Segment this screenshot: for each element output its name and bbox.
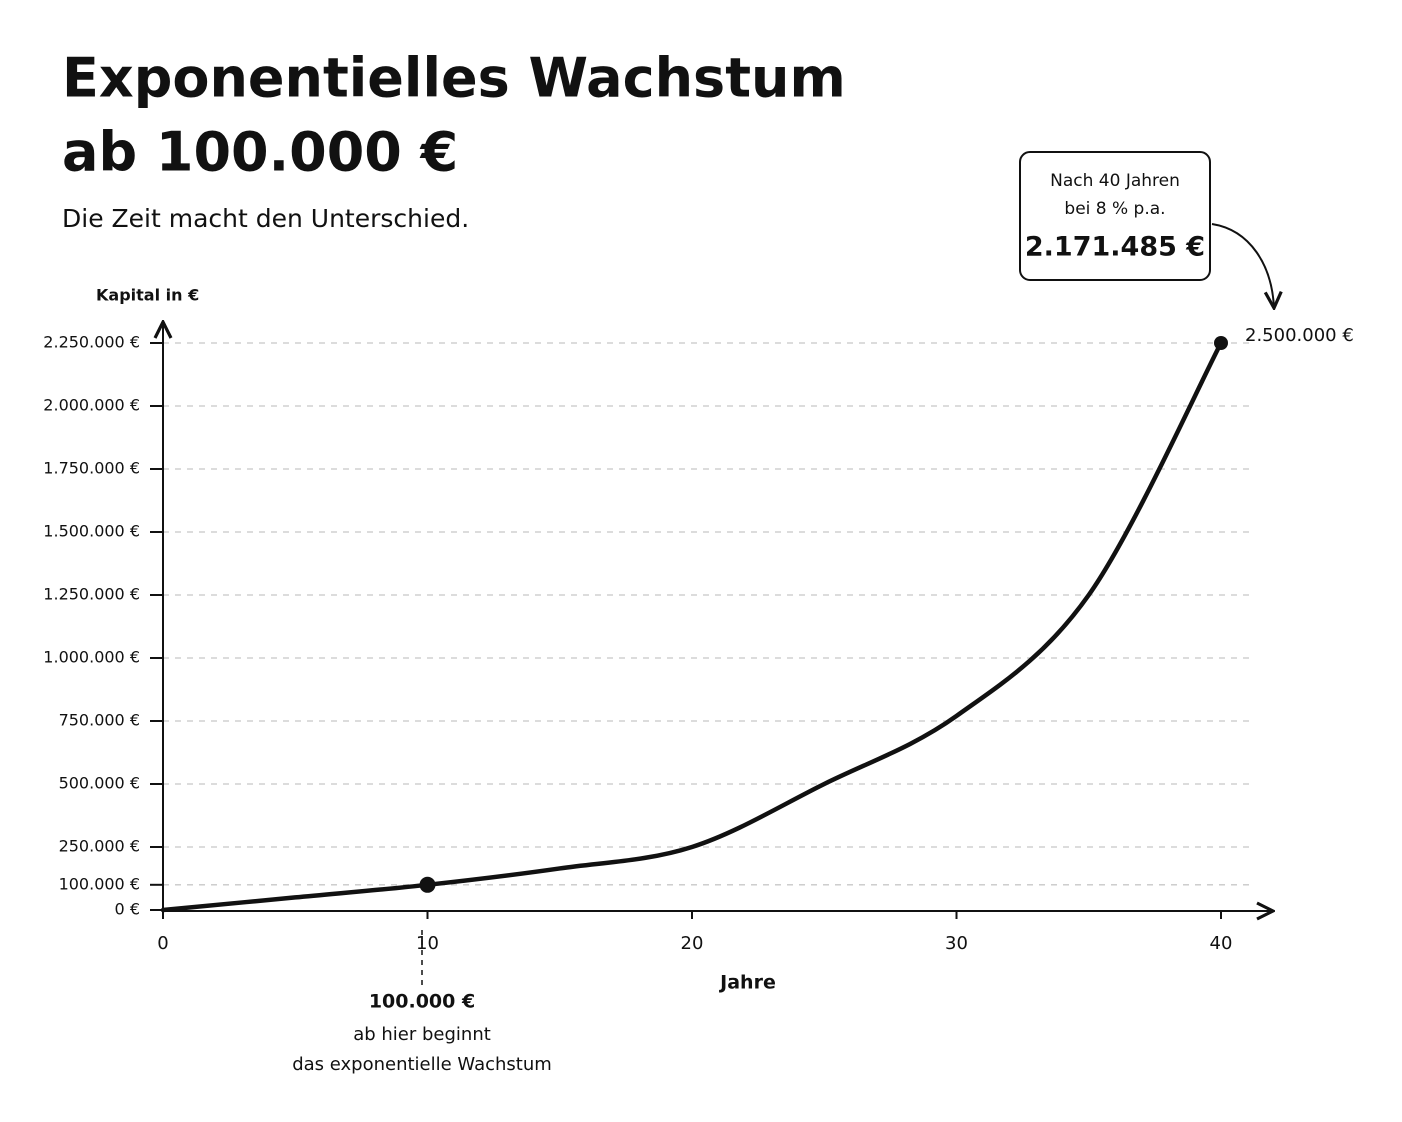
y-tick-label: 2.250.000 € [43,333,140,352]
x-tick-label: 30 [945,933,968,954]
y-tick-label: 1.250.000 € [43,585,140,604]
y-tick-label: 750.000 € [59,711,140,730]
annotation-text: das exponentielle Wachstum [292,1054,552,1075]
title-line: ab 100.000 € [62,121,458,184]
point [1214,336,1228,350]
x-tick-label: 20 [681,933,704,954]
annotation-text: ab hier beginnt [353,1024,491,1045]
callout-value: 2.171.485 € [1025,232,1205,263]
end-label: 2.500.000 € [1245,325,1354,346]
x-tick-label: 10 [416,933,439,954]
callout-box [1019,151,1211,281]
grid [163,342,1252,886]
callout-text: Nach 40 Jahren [1050,171,1180,191]
y-tick-label: 250.000 € [59,837,140,856]
title-line: Exponentielles Wachstum [62,47,846,110]
y-tick-label: 500.000 € [59,774,140,793]
y-tick-label: 1.750.000 € [43,459,140,478]
x-axis-label: Jahre [718,972,776,994]
line [160,340,1224,913]
y-axis-label: Kapital in € [96,286,199,305]
y-tick-label: 0 € [115,900,140,919]
point [419,876,436,893]
x-tick-label: 40 [1210,933,1233,954]
y-tick-label: 100.000 € [59,874,140,893]
y-tick-label: 1.000.000 € [43,648,140,667]
y-tick-label: 2.000.000 € [43,396,140,415]
callout-text: bei 8 % p.a. [1064,199,1165,219]
x-tick-label: 0 [157,933,168,954]
callout-arrow [1211,223,1274,308]
subtitle: Die Zeit macht den Unterschied. [62,204,469,233]
annotation-value: 100.000 € [369,991,475,1013]
y-tick-label: 1.500.000 € [43,522,140,541]
